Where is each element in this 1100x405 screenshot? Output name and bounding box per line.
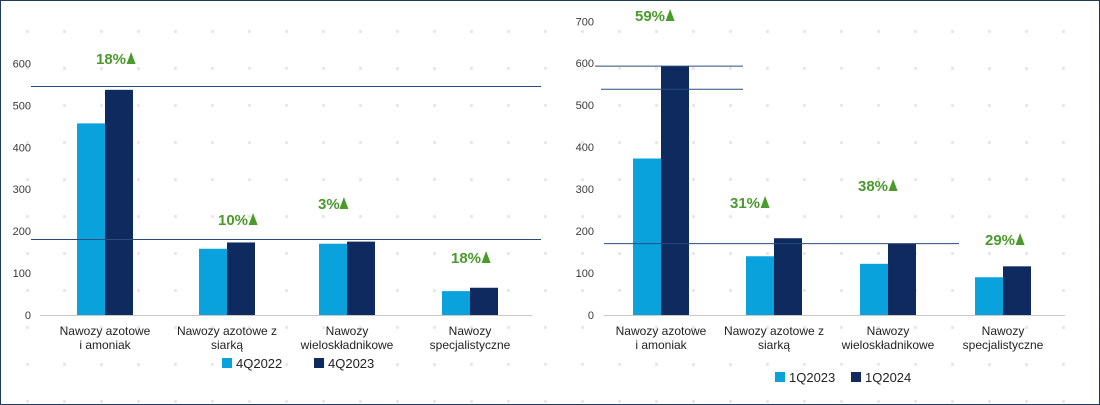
x-category-label: Nawozy azotowe i amoniak xyxy=(616,324,707,352)
bar-1q2024 xyxy=(774,238,802,315)
legend-swatch xyxy=(851,372,861,382)
bar-1q2024 xyxy=(661,66,689,315)
y-tick-label: 700 xyxy=(576,16,594,28)
change-annotation: 29% xyxy=(985,232,1015,249)
change-annotation: 18% xyxy=(96,51,126,68)
bar-1q2024 xyxy=(888,243,916,315)
change-annotation: 59% xyxy=(635,8,665,25)
bar-1q2023 xyxy=(975,277,1003,315)
y-tick-label: 100 xyxy=(576,268,594,280)
x-category-label: Nawozy specjalistyczne xyxy=(963,324,1044,352)
up-arrow-icon xyxy=(665,9,675,21)
y-tick-label: 0 xyxy=(25,310,31,322)
up-arrow-icon xyxy=(126,52,136,64)
y-tick-label: 100 xyxy=(13,268,31,280)
y-tick-label: 500 xyxy=(13,100,31,112)
bar-4q2022 xyxy=(442,291,470,315)
bar-4q2023 xyxy=(105,89,133,315)
x-category-label: Nawozy azotowe z siarką xyxy=(724,324,824,352)
bar-1q2023 xyxy=(633,158,661,315)
bar-4q2022 xyxy=(319,243,347,315)
x-category-label: Nawozy azotowe z siarką xyxy=(177,324,277,352)
up-arrow-icon xyxy=(481,251,491,263)
bar-4q2023 xyxy=(347,241,375,315)
legend-swatch xyxy=(222,358,232,368)
bar-4q2022 xyxy=(199,248,227,315)
legend-label: 4Q2023 xyxy=(328,356,374,371)
y-tick-label: 500 xyxy=(576,100,594,112)
x-category-label: Nawozy azotowe i amoniak xyxy=(60,324,151,352)
up-arrow-icon xyxy=(248,213,258,225)
change-annotation: 38% xyxy=(858,178,888,195)
bar-4q2023 xyxy=(470,287,498,315)
y-tick-label: 400 xyxy=(13,142,31,154)
y-tick-label: 300 xyxy=(576,184,594,196)
y-tick-label: 400 xyxy=(576,142,594,154)
bar-1q2023 xyxy=(860,263,888,315)
up-arrow-icon xyxy=(339,197,349,209)
change-annotation: 18% xyxy=(451,250,481,267)
bar-4q2023 xyxy=(227,242,255,315)
legend-label: 1Q2023 xyxy=(789,370,835,385)
y-tick-label: 600 xyxy=(576,58,594,70)
bar-1q2024 xyxy=(1003,266,1031,315)
change-annotation: 10% xyxy=(218,212,248,229)
up-arrow-icon xyxy=(760,196,770,208)
up-arrow-icon xyxy=(888,179,898,191)
change-annotation: 31% xyxy=(730,195,760,212)
change-annotation: 3% xyxy=(318,196,340,213)
y-tick-label: 600 xyxy=(13,58,31,70)
legend-swatch xyxy=(314,358,324,368)
bar-1q2023 xyxy=(746,256,774,315)
x-category-label: Nawozy specjalistyczne xyxy=(430,324,511,352)
up-arrow-icon xyxy=(1015,233,1025,245)
bar-4q2022 xyxy=(77,123,105,315)
y-tick-label: 200 xyxy=(576,226,594,238)
y-tick-label: 200 xyxy=(13,226,31,238)
legend-label: 4Q2022 xyxy=(236,356,282,371)
legend-label: 1Q2024 xyxy=(865,370,911,385)
y-tick-label: 0 xyxy=(588,310,594,322)
x-category-label: Nawozy wieloskładnikowe xyxy=(300,324,394,352)
y-tick-label: 300 xyxy=(13,184,31,196)
x-category-label: Nawozy wieloskładnikowe xyxy=(841,324,935,352)
legend-swatch xyxy=(775,372,785,382)
chart-1: 0 100 200 300 400 500 600 Nawozy azotowe i amoni… xyxy=(13,51,541,371)
chart-2: 0 100 200 300 400 500 600 700 Nawozy azotowe i am… xyxy=(576,8,1065,385)
